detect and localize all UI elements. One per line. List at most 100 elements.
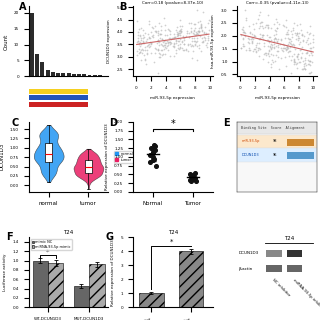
- Point: [193, 176, 198, 181]
- Point: [189, 175, 195, 180]
- Point: [289, 31, 294, 36]
- Point: [261, 40, 266, 45]
- Point: [176, 32, 181, 37]
- Point: [156, 37, 161, 43]
- Point: [192, 31, 197, 36]
- Point: [200, 38, 205, 44]
- Y-axis label: Relative expression of DCUN1D3: Relative expression of DCUN1D3: [111, 239, 115, 306]
- Legend: mimic NC, miRNA-93-5p mimic: mimic NC, miRNA-93-5p mimic: [30, 239, 72, 250]
- Point: [251, 21, 256, 26]
- Point: [299, 51, 304, 56]
- Point: [177, 31, 182, 36]
- Point: [289, 35, 294, 40]
- Point: [272, 42, 277, 47]
- Point: [267, 34, 272, 39]
- Point: [300, 66, 306, 71]
- Point: [164, 43, 170, 48]
- Point: [280, 47, 285, 52]
- Point: [240, 24, 245, 29]
- Point: [301, 61, 307, 67]
- Point: [242, 44, 247, 49]
- Point: [266, 25, 271, 30]
- Text: DCUN1D3: DCUN1D3: [239, 251, 259, 255]
- Point: [198, 23, 204, 28]
- Point: [309, 45, 314, 51]
- Point: [296, 37, 301, 42]
- Point: [161, 52, 166, 57]
- Point: [165, 39, 170, 44]
- Point: [274, 26, 279, 31]
- Point: [238, 45, 244, 50]
- Text: *: *: [170, 239, 173, 245]
- Point: [275, 54, 280, 60]
- Point: [276, 37, 281, 42]
- Point: [252, 46, 257, 51]
- Point: [177, 42, 182, 47]
- Text: Binding Site  Score  Alignment: Binding Site Score Alignment: [241, 126, 305, 130]
- Point: [260, 19, 265, 24]
- Point: [142, 57, 148, 62]
- Point: [287, 44, 292, 50]
- Point: [307, 71, 312, 76]
- Bar: [30, 13, 34, 76]
- Point: [255, 45, 260, 50]
- Point: [258, 9, 263, 14]
- Text: DCUN1D3: DCUN1D3: [241, 153, 259, 157]
- Point: [143, 47, 148, 52]
- Point: [156, 47, 161, 52]
- Point: [196, 31, 201, 36]
- Point: [284, 30, 289, 35]
- Point: [204, 40, 210, 45]
- Point: [168, 31, 173, 36]
- Point: [162, 51, 167, 56]
- Text: F: F: [6, 232, 13, 242]
- Point: [202, 34, 207, 39]
- Point: [141, 48, 146, 53]
- Point: [141, 40, 146, 45]
- Point: [295, 60, 300, 65]
- Point: [249, 37, 254, 42]
- Point: [161, 46, 166, 52]
- Point: [239, 27, 244, 32]
- Point: [153, 29, 158, 34]
- Point: [293, 46, 298, 52]
- Bar: [77, 74, 81, 76]
- Text: D: D: [109, 118, 117, 128]
- Point: [308, 51, 313, 56]
- Point: [196, 28, 201, 33]
- Point: [238, 45, 244, 51]
- Point: [247, 29, 252, 34]
- Point: [159, 24, 164, 29]
- Point: [142, 40, 147, 45]
- Point: [166, 47, 171, 52]
- Point: [271, 45, 276, 50]
- Point: [279, 45, 284, 51]
- Point: [160, 36, 165, 42]
- Point: [145, 48, 150, 53]
- Point: [178, 30, 183, 36]
- Bar: [29, 95, 88, 100]
- Point: [139, 58, 144, 63]
- Point: [163, 32, 168, 37]
- Text: 98: 98: [273, 140, 277, 143]
- Point: [136, 46, 141, 51]
- Point: [256, 46, 261, 51]
- Point: [256, 36, 261, 42]
- Point: [291, 52, 296, 57]
- Point: [244, 18, 249, 23]
- FancyBboxPatch shape: [237, 135, 317, 148]
- Point: [291, 27, 296, 32]
- Y-axis label: Count: Count: [3, 33, 8, 50]
- Point: [272, 59, 277, 64]
- Point: [257, 23, 262, 28]
- Text: A: A: [19, 2, 27, 12]
- Point: [152, 142, 157, 147]
- Point: [193, 33, 198, 38]
- Point: [164, 33, 169, 38]
- Point: [191, 21, 196, 27]
- Point: [204, 32, 209, 37]
- Point: [137, 44, 142, 49]
- Point: [143, 39, 148, 44]
- Point: [292, 21, 297, 26]
- Bar: [48, 263, 63, 307]
